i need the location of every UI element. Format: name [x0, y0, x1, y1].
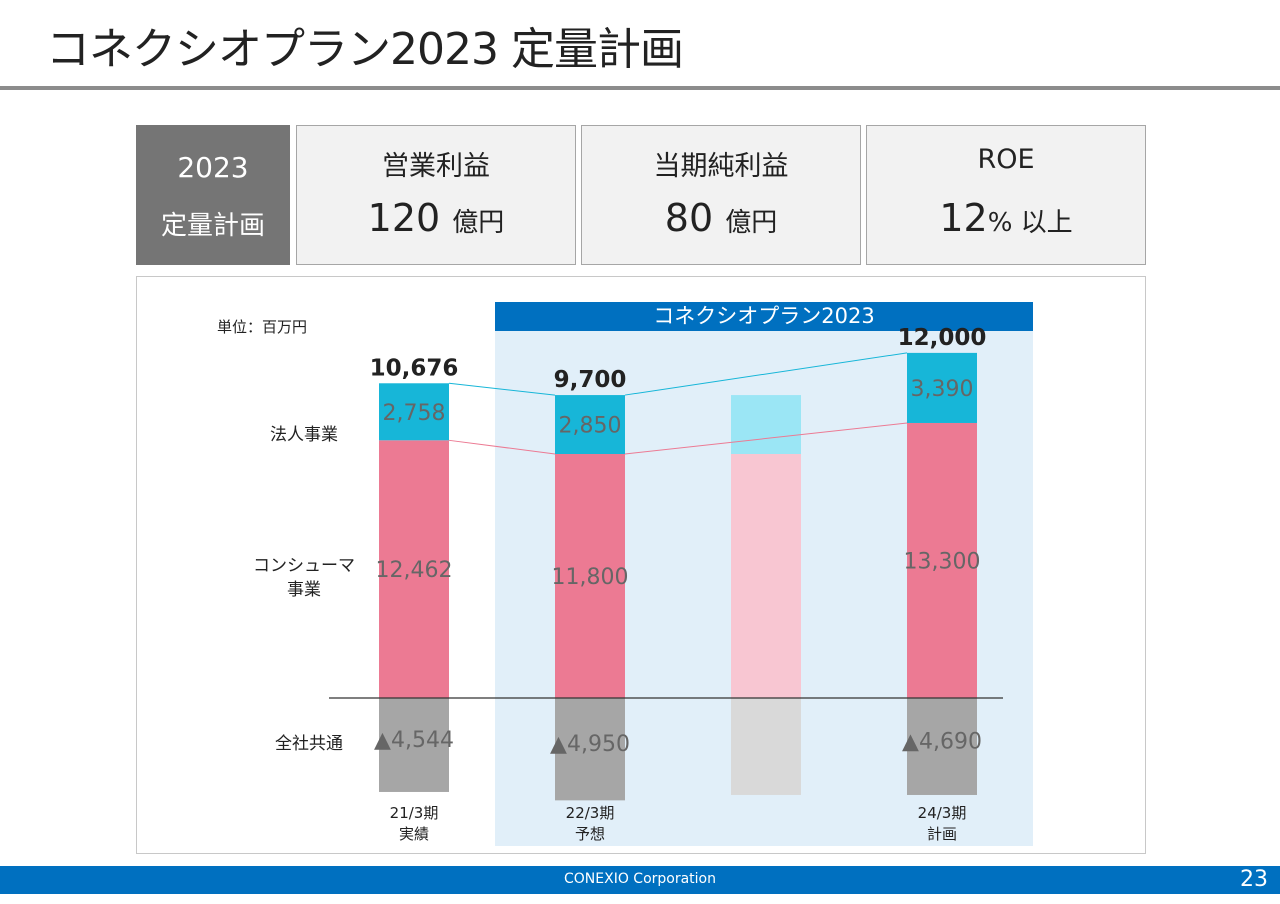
bar-segment-consumer: [555, 454, 625, 698]
total-label: 12,000: [898, 325, 987, 351]
kpi-value-wrap: 12% 以上: [867, 196, 1145, 240]
bar-segment-common: [907, 698, 977, 795]
chart-panel: コネクシオプラン2023 単位：百万円法人事業コンシューマ 事業全社共通 2,758 1…: [136, 276, 1146, 854]
connector-line-corporate: [624, 352, 908, 396]
placeholder-bar-corporate: [731, 395, 801, 454]
footer-company: CONEXIO Corporation: [563, 871, 716, 887]
placeholder-bar-common: [731, 698, 801, 795]
placeholder-bar-consumer: [731, 454, 801, 698]
bar-segment-corporate: [379, 383, 449, 441]
category-label: 実績: [399, 825, 429, 843]
category-label: 24/3期: [918, 804, 967, 822]
data-label-consumer: 11,800: [552, 565, 629, 590]
data-label-common: ▲4,544: [374, 728, 454, 753]
row-label-common: 全社共通: [275, 734, 343, 754]
row-label-corporate: 法人事業: [270, 425, 338, 445]
connector-line-corporate: [448, 382, 556, 396]
bar-segment-corporate: [555, 395, 625, 454]
data-label-common: ▲4,690: [902, 729, 982, 754]
unit-label: 単位：百万円: [217, 318, 307, 336]
category-label: 予想: [575, 825, 605, 843]
kpi-roe: ROE 12% 以上: [866, 125, 1146, 265]
kpi-operating-profit: 営業利益 120 億円: [296, 125, 576, 265]
kpi-header-year: 2023: [177, 151, 249, 184]
kpi-net-income: 当期純利益 80 億円: [581, 125, 861, 265]
bar-segment-consumer: [907, 422, 977, 698]
data-label-corporate: 3,390: [911, 377, 974, 402]
kpi-value: 120: [367, 196, 441, 240]
kpi-value: 12: [939, 196, 988, 240]
data-label-consumer: 13,300: [904, 549, 981, 574]
bar-segment-consumer: [379, 440, 449, 698]
bar-segment-common: [555, 698, 625, 801]
kpi-header: 2023 定量計画: [136, 125, 290, 265]
page-number: 23: [1240, 867, 1268, 892]
data-label-common: ▲4,950: [550, 732, 630, 757]
data-label-consumer: 12,462: [376, 558, 453, 583]
kpi-unit: 億円: [452, 208, 505, 238]
footer-bar: CONEXIO Corporation 23: [0, 866, 1280, 894]
kpi-label: 当期純利益: [653, 151, 789, 182]
bar-segment-corporate: [907, 352, 977, 423]
data-label-corporate: 2,758: [383, 401, 446, 426]
category-label: 計画: [927, 825, 957, 843]
row-label-consumer: 事業: [287, 580, 321, 600]
kpi-value-wrap: 80 億円: [582, 196, 860, 240]
category-label: 21/3期: [390, 804, 439, 822]
kpi-label: 営業利益: [382, 151, 490, 182]
total-label: 10,676: [370, 355, 459, 381]
total-label: 9,700: [554, 367, 627, 393]
category-label: 22/3期: [566, 804, 615, 822]
connector-line-consumer: [624, 422, 908, 455]
plan-banner-label: コネクシオプラン2023: [653, 304, 874, 328]
title-divider: [0, 86, 1280, 90]
row-label-consumer: コンシューマ: [253, 556, 355, 576]
bar-segment-common: [379, 698, 449, 792]
kpi-label: ROE: [977, 144, 1035, 175]
kpi-header-label: 定量計画: [160, 211, 265, 241]
connector-line-consumer: [448, 439, 556, 455]
kpi-unit: 億円: [725, 208, 778, 238]
data-label-corporate: 2,850: [559, 414, 622, 439]
kpi-value: 80: [664, 196, 714, 240]
kpi-unit: % 以上: [987, 208, 1073, 238]
plan-banner: [495, 302, 1033, 331]
kpi-value-wrap: 120 億円: [297, 196, 575, 240]
page-title: コネクシオプラン2023 定量計画: [46, 24, 684, 75]
